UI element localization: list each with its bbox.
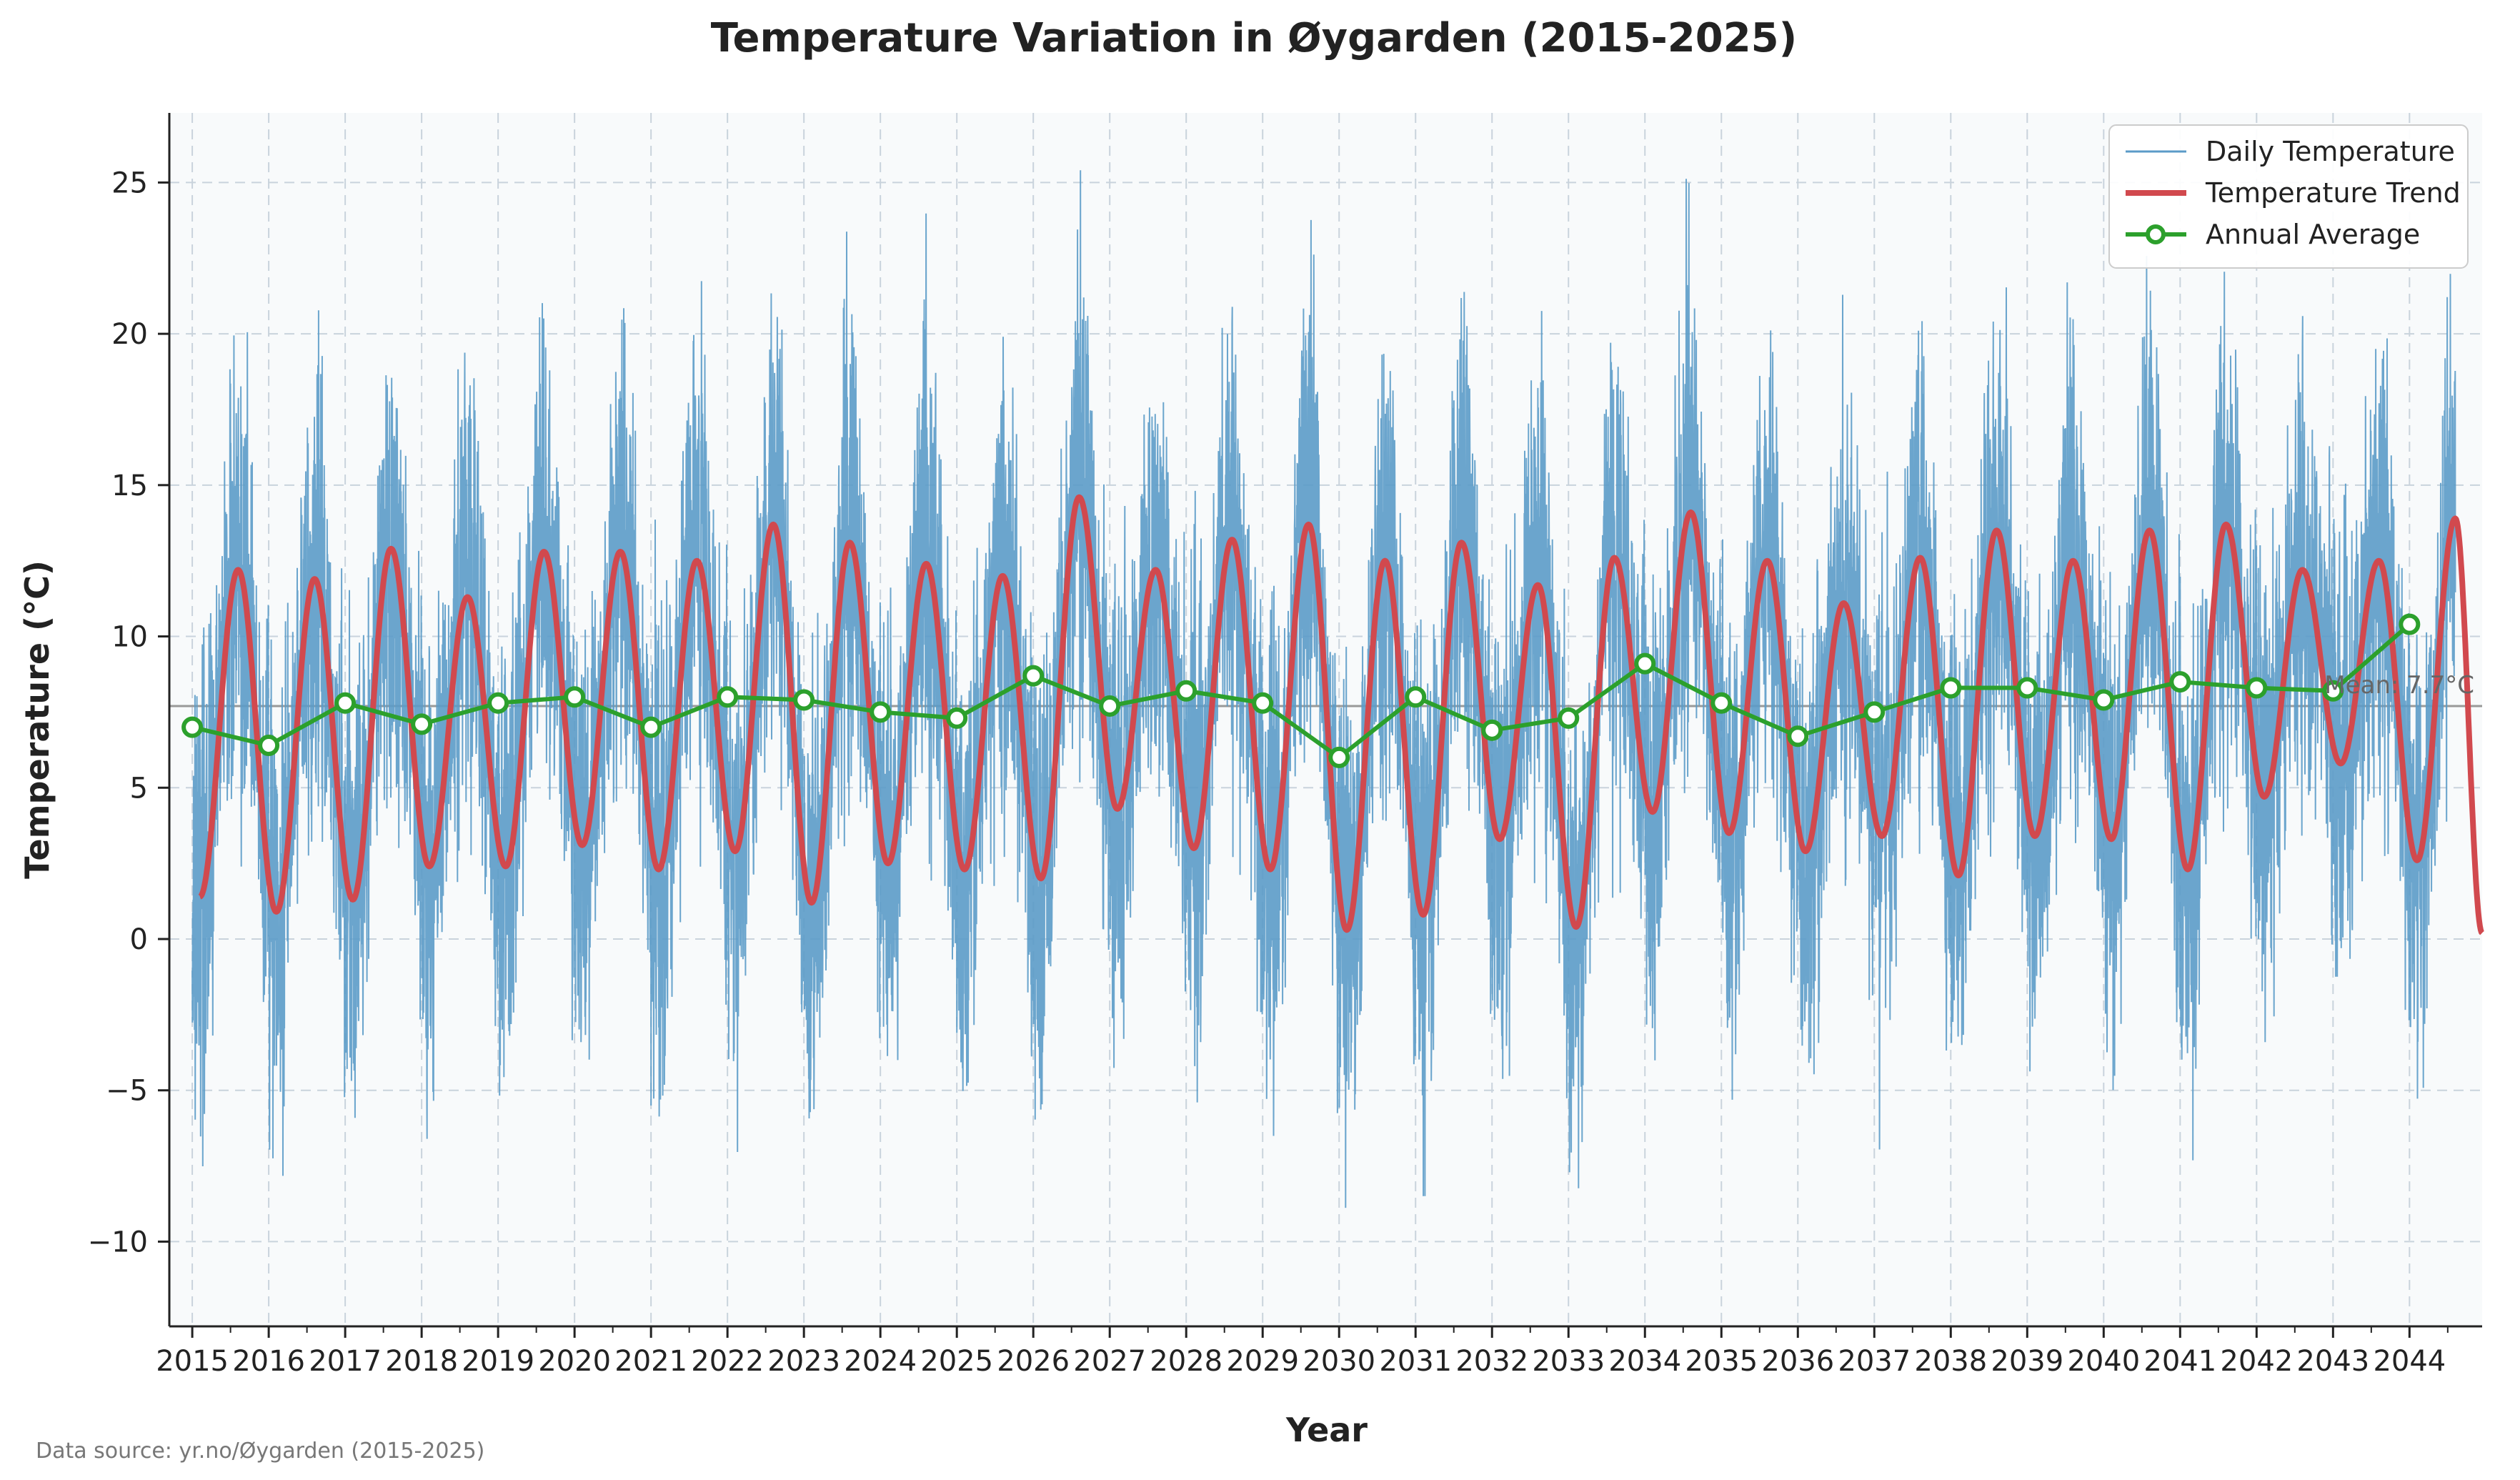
- x-tick-label: 2038: [1914, 1345, 1987, 1378]
- y-tick-label: 0: [130, 923, 148, 956]
- x-tick-label: 2032: [1455, 1345, 1528, 1378]
- y-ticks: −10 −5 0 5 10 15 20 25: [88, 167, 169, 1258]
- annual-average-point: [2246, 677, 2268, 699]
- x-tick-label: 2043: [2296, 1345, 2369, 1378]
- annual-average-point: [1099, 695, 1121, 717]
- annual-average-point: [1940, 677, 1962, 699]
- annual-average-point: [2322, 680, 2344, 702]
- annual-average-point: [640, 716, 662, 738]
- annual-average-point: [2093, 689, 2115, 711]
- x-tick-label: 2034: [1608, 1345, 1681, 1378]
- annual-average-point: [1481, 719, 1503, 741]
- annual-average-point: [870, 701, 892, 723]
- annual-average-point: [1710, 692, 1733, 714]
- legend-label-trend: Temperature Trend: [2205, 177, 2461, 209]
- y-axis-label: Temperature (°C): [18, 560, 56, 879]
- x-tick-label: 2039: [1991, 1345, 2063, 1378]
- annual-average-series: [181, 613, 2421, 768]
- x-tick-label: 2027: [1073, 1345, 1146, 1378]
- x-tick-label: 2023: [767, 1345, 840, 1378]
- axes: [168, 113, 2482, 1328]
- annual-average-point: [1175, 680, 1197, 702]
- y-tick-label: −5: [106, 1075, 148, 1108]
- annual-average-point: [1405, 686, 1427, 708]
- x-tick-label: 2035: [1685, 1345, 1758, 1378]
- y-tick-label: 5: [130, 772, 148, 805]
- temperature-trend-line: [197, 494, 2484, 935]
- x-tick-label: 2018: [385, 1345, 458, 1378]
- annual-average-point: [1022, 665, 1045, 687]
- x-tick-label: 2026: [997, 1345, 1070, 1378]
- annual-average-point: [1558, 707, 1580, 729]
- annual-average-point: [946, 707, 968, 729]
- annual-average-point: [411, 713, 433, 735]
- x-tick-label: 2036: [1761, 1345, 1834, 1378]
- x-tick-label: 2019: [462, 1345, 534, 1378]
- x-tick-label: 2022: [691, 1345, 764, 1378]
- annual-average-point: [1328, 746, 1350, 768]
- annual-average-point: [2016, 677, 2038, 699]
- x-tick-label: 2031: [1379, 1345, 1452, 1378]
- x-tick-label: 2017: [309, 1345, 382, 1378]
- y-tick-label: 10: [111, 621, 148, 654]
- x-tick-label: 2020: [538, 1345, 611, 1378]
- x-tick-label: 2030: [1303, 1345, 1375, 1378]
- x-ticks: 2015 2016 2017 2018 2019 2020 2021 2022 2023 2024…: [156, 1326, 2449, 1378]
- x-tick-label: 2033: [1532, 1345, 1605, 1378]
- annual-average-point: [181, 716, 204, 738]
- y-tick-label: 25: [111, 167, 148, 199]
- legend-box: [2108, 124, 2469, 269]
- annual-average-point: [2169, 671, 2191, 693]
- y-tick-label: 20: [111, 318, 148, 351]
- x-tick-label: 2028: [1150, 1345, 1222, 1378]
- annual-average-point: [793, 689, 815, 711]
- annual-average-point: [1863, 701, 1886, 723]
- y-tick-label: −10: [88, 1226, 148, 1258]
- mean-label: Mean: 7.7°C: [2324, 671, 2474, 700]
- x-tick-label: 2041: [2143, 1345, 2216, 1378]
- x-tick-label: 2025: [920, 1345, 993, 1378]
- annual-average-point: [1787, 725, 1809, 748]
- annual-average-point: [1634, 652, 1656, 675]
- x-tick-label: 2029: [1226, 1345, 1299, 1378]
- annual-average-point: [2399, 613, 2421, 635]
- x-axis-label: Year: [1285, 1411, 1368, 1449]
- chart-title: Temperature Variation in Øygarden (2015-…: [711, 15, 1798, 61]
- legend-label-annual: Annual Average: [2206, 219, 2420, 250]
- x-tick-label: 2021: [614, 1345, 687, 1378]
- x-tick-label: 2016: [232, 1345, 305, 1378]
- source-note: Data source: yr.no/Øygarden (2015-2025): [36, 1439, 484, 1464]
- x-tick-label: 2037: [1838, 1345, 1911, 1378]
- annual-average-point: [334, 692, 357, 714]
- annual-average-line: [191, 622, 2411, 760]
- legend-label-daily: Daily Temperature: [2206, 136, 2455, 167]
- y-tick-label: 15: [111, 470, 148, 502]
- x-tick-label: 2044: [2373, 1345, 2446, 1378]
- annual-average-point: [487, 692, 509, 714]
- x-tick-label: 2024: [844, 1345, 917, 1378]
- annual-average-point: [717, 686, 739, 708]
- legend: Daily Temperature Temperature Trend Annu…: [2108, 124, 2469, 269]
- x-tick-label: 2042: [2220, 1345, 2293, 1378]
- annual-average-point: [258, 734, 280, 756]
- temperature-trend-series: [197, 494, 2484, 935]
- legend-marker-annual: [2146, 224, 2166, 244]
- x-tick-label: 2015: [156, 1345, 229, 1378]
- x-tick-label: 2040: [2067, 1345, 2140, 1378]
- annual-average-point: [1252, 692, 1274, 714]
- annual-average-point: [564, 686, 586, 708]
- gridlines: [169, 113, 2482, 1326]
